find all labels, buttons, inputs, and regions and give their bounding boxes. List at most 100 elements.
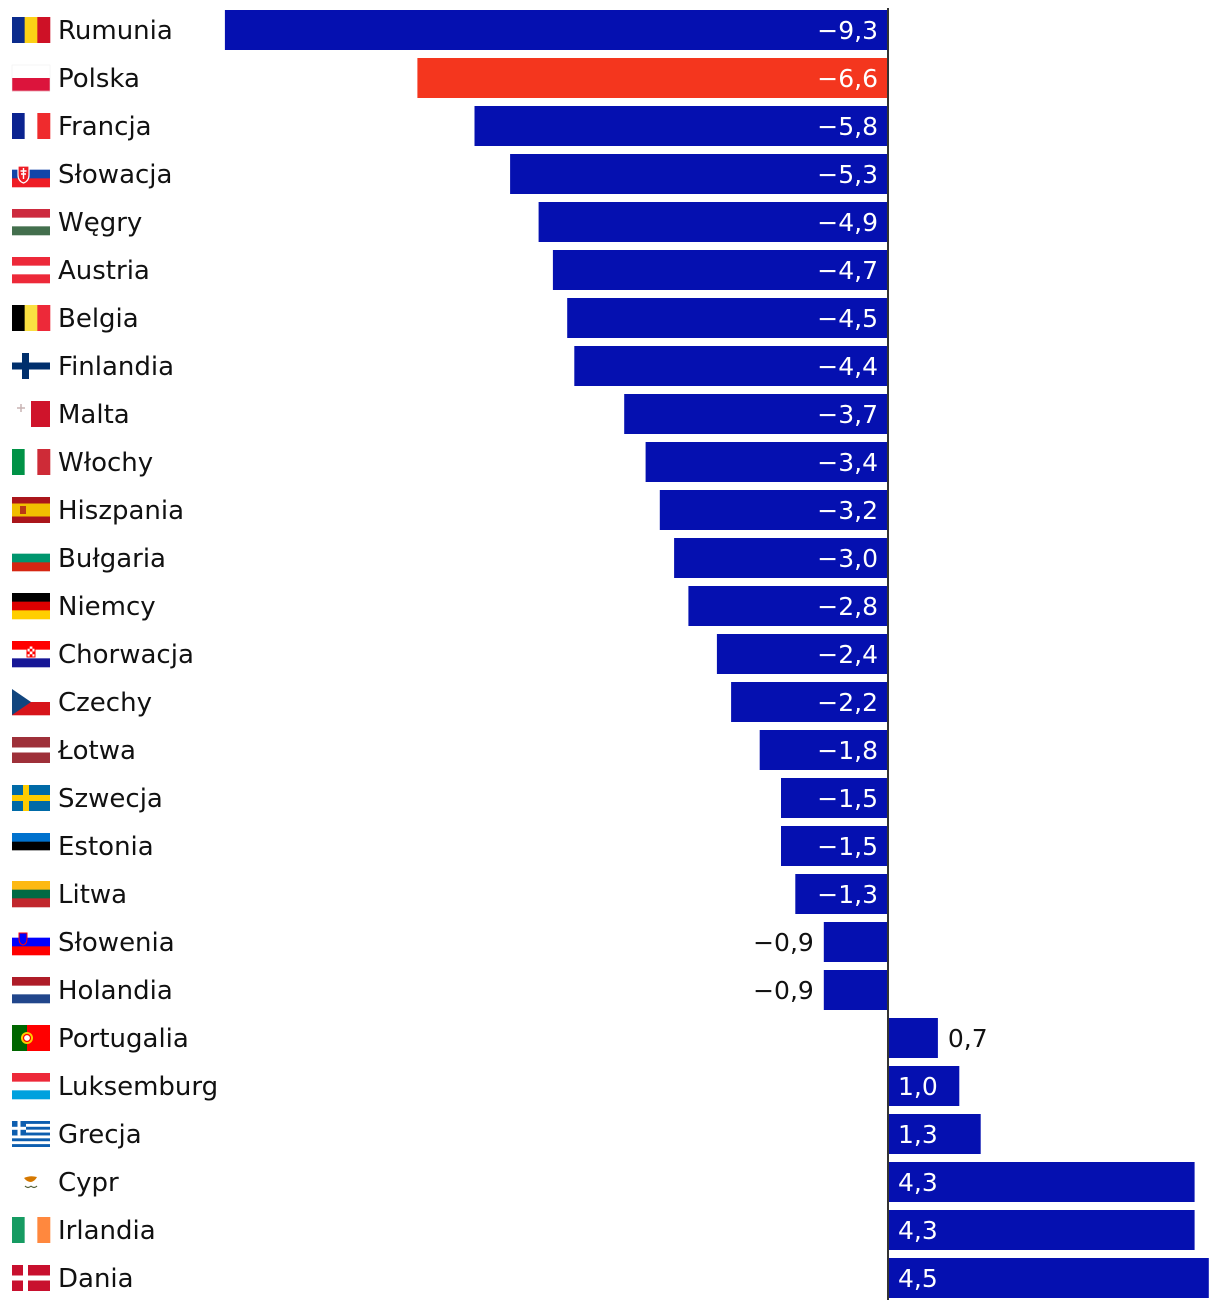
bar <box>474 106 888 146</box>
country-label: Chorwacja <box>58 640 194 670</box>
data-label: −5,3 <box>817 160 878 189</box>
country-label: Niemcy <box>58 592 156 622</box>
flag-ie-icon <box>12 1217 51 1243</box>
bars <box>224 10 1209 1298</box>
country-label: Francja <box>58 112 152 142</box>
country-label: Malta <box>58 400 130 430</box>
bar <box>888 1162 1195 1202</box>
data-label: 1,0 <box>898 1072 938 1101</box>
country-label: Rumunia <box>58 16 173 46</box>
flag-at-icon <box>12 257 50 284</box>
bar <box>674 538 888 578</box>
data-label: −1,8 <box>817 736 878 765</box>
country-label: Irlandia <box>58 1216 156 1246</box>
country-label: Cypr <box>58 1168 119 1198</box>
country-label: Hiszpania <box>58 496 184 526</box>
country-label: Szwecja <box>58 784 163 814</box>
flag-si-icon <box>12 929 50 956</box>
flag-nl-icon <box>12 977 50 1004</box>
data-label: −5,8 <box>817 112 878 141</box>
country-label: Holandia <box>58 976 173 1006</box>
data-label: 0,7 <box>948 1024 988 1053</box>
bar <box>624 394 888 434</box>
flag-lv-icon <box>12 737 50 763</box>
flag-ro-icon <box>12 17 51 43</box>
bar <box>888 1258 1209 1298</box>
data-label: 4,3 <box>898 1216 938 1245</box>
country-label: Polska <box>58 64 140 94</box>
data-label: −1,5 <box>817 784 878 813</box>
flag-lu-icon <box>12 1073 50 1100</box>
flag-ee-icon <box>12 833 50 860</box>
bar <box>417 58 888 98</box>
flag-hu-icon <box>12 209 50 236</box>
flag-hr-icon <box>12 641 50 668</box>
country-label: Dania <box>58 1264 134 1294</box>
bar <box>716 634 888 674</box>
bar <box>888 1210 1195 1250</box>
bar <box>567 298 888 338</box>
flag-sk-icon <box>12 161 50 188</box>
data-label: −4,7 <box>817 256 878 285</box>
bar <box>888 1018 938 1058</box>
bar <box>510 154 888 194</box>
flag-fr-icon <box>12 113 51 139</box>
country-label: Bułgaria <box>58 544 166 574</box>
bar <box>574 346 888 386</box>
bar <box>659 490 888 530</box>
flags-layer <box>11 17 51 1291</box>
bar <box>823 970 888 1010</box>
country-label: Finlandia <box>58 352 174 382</box>
data-label: −4,4 <box>817 352 878 381</box>
bar <box>795 874 888 914</box>
flag-dk-icon <box>12 1265 50 1291</box>
country-label: Czechy <box>58 688 152 718</box>
flag-pt-icon <box>12 1025 50 1051</box>
country-label: Portugalia <box>58 1024 189 1054</box>
data-label: −1,5 <box>817 832 878 861</box>
value-labels: −9,3 −6,6 −5,8 −5,3 −4,9 −4,7 −4,5 −4,4 −3,7 −3,4… <box>753 16 988 1293</box>
data-label: 4,5 <box>898 1264 938 1293</box>
flag-it-icon <box>12 449 51 475</box>
data-label: −6,6 <box>817 64 878 93</box>
data-label: −3,4 <box>817 448 878 477</box>
bar <box>552 250 888 290</box>
country-labels: Rumunia Polska Francja Słowacja Węgry Austria… <box>57 16 218 1294</box>
data-label: 4,3 <box>898 1168 938 1197</box>
flag-se-icon <box>12 785 50 811</box>
country-label: Włochy <box>58 448 153 478</box>
bar <box>731 682 888 722</box>
bar <box>224 10 888 50</box>
data-label: −9,3 <box>817 16 878 45</box>
bar <box>538 202 888 242</box>
data-label: −0,9 <box>753 928 814 957</box>
country-label: Grecja <box>58 1120 142 1150</box>
data-label: −2,4 <box>817 640 878 669</box>
flag-gr-icon <box>12 1121 50 1147</box>
country-label: Słowenia <box>58 928 175 958</box>
data-label: −3,7 <box>817 400 878 429</box>
bar <box>781 778 888 818</box>
data-label: −4,5 <box>817 304 878 333</box>
data-label: −2,2 <box>817 688 878 717</box>
bar <box>781 826 888 866</box>
data-label: −3,2 <box>817 496 878 525</box>
flag-be-icon <box>12 305 51 331</box>
data-label: −2,8 <box>817 592 878 621</box>
country-label: Austria <box>58 256 150 286</box>
flag-de-icon <box>12 593 50 620</box>
country-label: Litwa <box>58 880 127 910</box>
data-label: −0,9 <box>753 976 814 1005</box>
country-label: Estonia <box>58 832 154 862</box>
country-label: Luksemburg <box>58 1072 218 1102</box>
bar <box>759 730 888 770</box>
data-label: −4,9 <box>817 208 878 237</box>
flag-cz-icon <box>12 689 50 716</box>
flag-fi-icon <box>12 353 50 379</box>
flag-pl-icon <box>11 64 51 92</box>
bar <box>888 1066 960 1106</box>
flag-bg-icon <box>12 545 50 572</box>
flag-mt-icon <box>12 401 50 427</box>
country-label: Łotwa <box>57 736 136 766</box>
